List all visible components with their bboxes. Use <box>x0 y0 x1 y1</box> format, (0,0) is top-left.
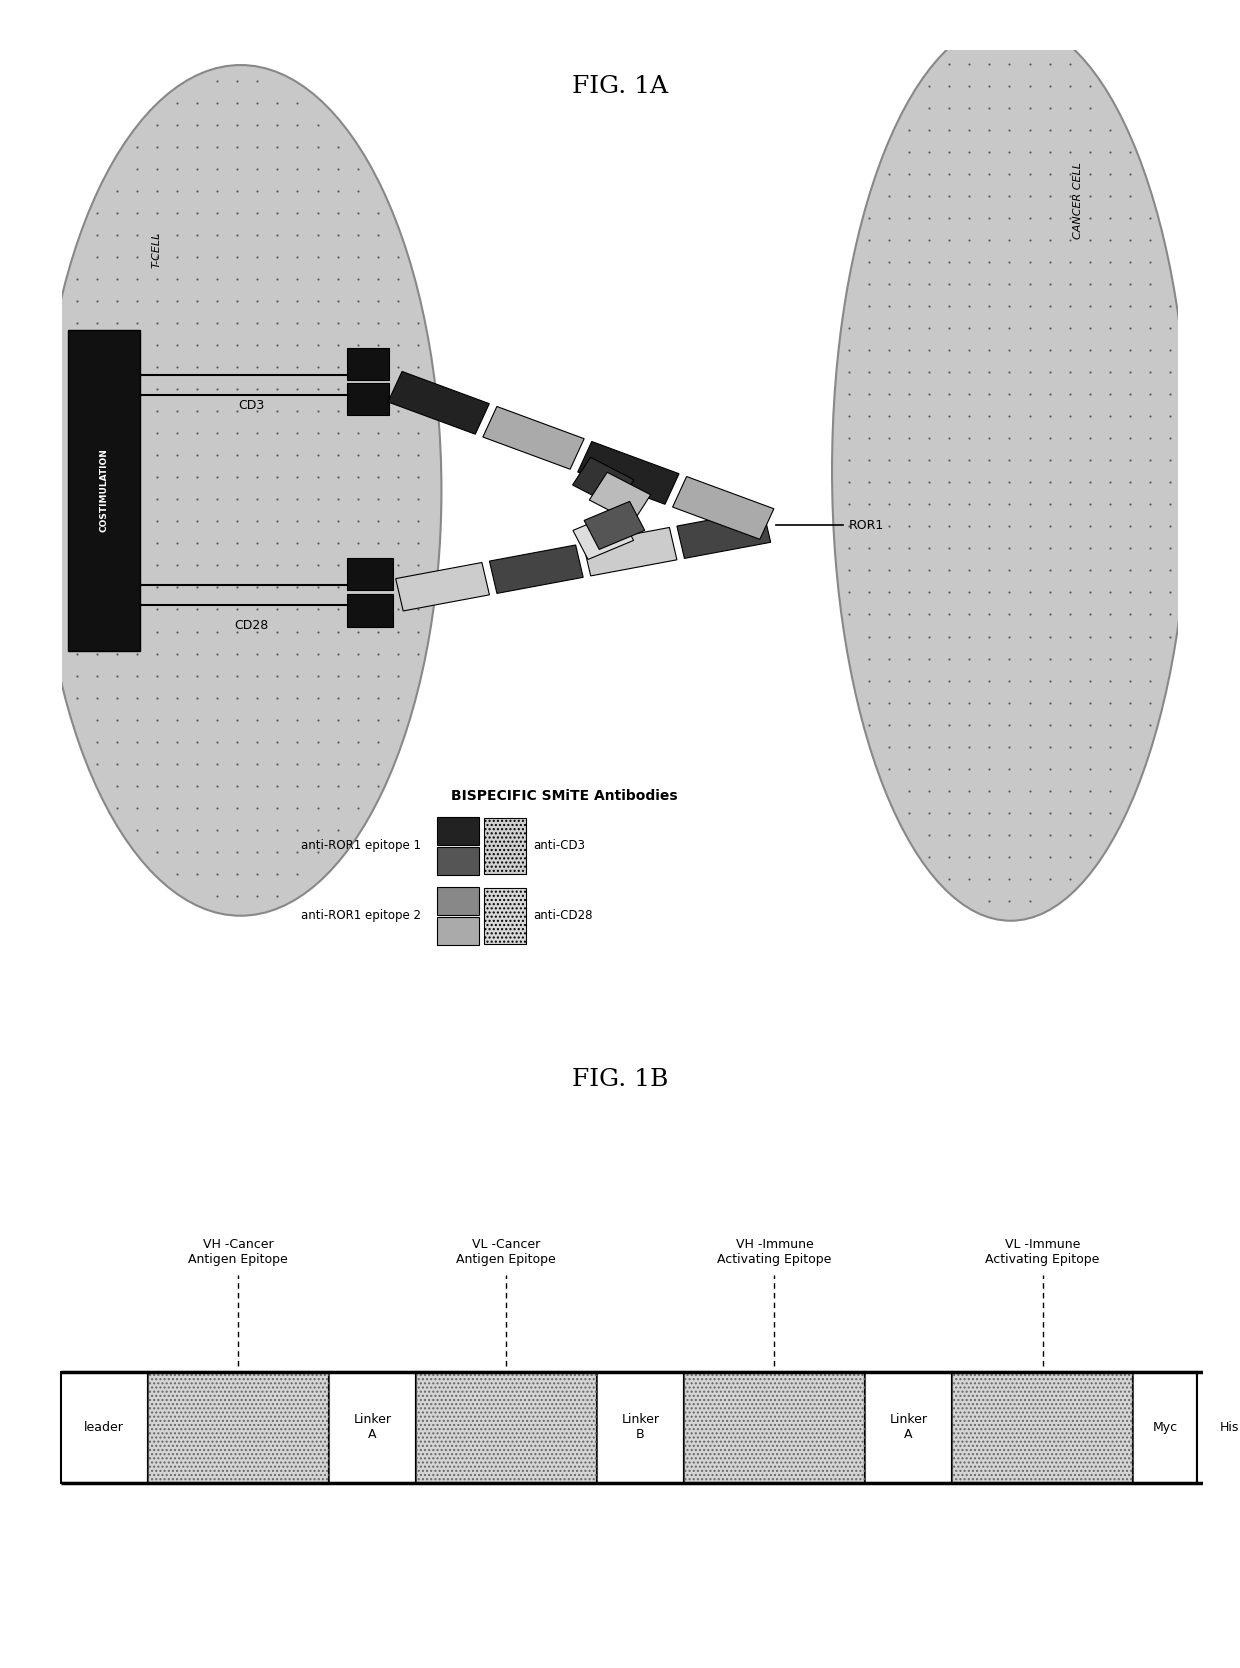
Bar <box>148 1371 329 1483</box>
Polygon shape <box>490 545 583 594</box>
Text: CD3: CD3 <box>238 399 265 412</box>
Text: anti-ROR1 epitope 1: anti-ROR1 epitope 1 <box>301 839 422 852</box>
Bar <box>415 1371 596 1483</box>
Bar <box>952 1371 1133 1483</box>
Bar <box>329 1371 415 1483</box>
Polygon shape <box>583 527 677 575</box>
Text: anti-CD3: anti-CD3 <box>533 839 585 852</box>
Bar <box>952 1371 1133 1483</box>
Text: Linker
B: Linker B <box>621 1413 660 1441</box>
Bar <box>684 1371 864 1483</box>
Ellipse shape <box>40 65 441 916</box>
Text: VH -Immune
Activating Epitope: VH -Immune Activating Epitope <box>717 1238 832 1266</box>
Text: Linker
A: Linker A <box>353 1413 392 1441</box>
Polygon shape <box>436 917 480 944</box>
Polygon shape <box>388 372 490 434</box>
Bar <box>346 384 389 415</box>
Bar <box>596 1371 684 1483</box>
Bar <box>61 1371 148 1483</box>
Bar <box>346 594 393 627</box>
FancyBboxPatch shape <box>484 887 526 944</box>
Bar <box>684 1371 864 1483</box>
Bar <box>415 1371 596 1483</box>
Polygon shape <box>589 472 651 522</box>
Text: CD28: CD28 <box>234 619 269 632</box>
Bar <box>1197 1371 1240 1483</box>
Text: VL -Cancer
Antigen Epitope: VL -Cancer Antigen Epitope <box>456 1238 557 1266</box>
Text: T-CELL: T-CELL <box>151 232 162 269</box>
Text: FIG. 1A: FIG. 1A <box>572 75 668 98</box>
Text: anti-ROR1 epitope 2: anti-ROR1 epitope 2 <box>301 909 422 922</box>
Polygon shape <box>573 457 634 507</box>
Bar <box>346 559 393 590</box>
Polygon shape <box>436 847 480 874</box>
Polygon shape <box>482 407 584 469</box>
Polygon shape <box>396 562 490 610</box>
Polygon shape <box>584 502 645 549</box>
Text: BISPECIFIC SMiTE Antibodies: BISPECIFIC SMiTE Antibodies <box>451 789 677 802</box>
Text: Myc: Myc <box>1152 1421 1178 1434</box>
Text: VL -Immune
Activating Epitope: VL -Immune Activating Epitope <box>986 1238 1100 1266</box>
Text: CANCER CELL: CANCER CELL <box>1073 162 1083 239</box>
Bar <box>1133 1371 1197 1483</box>
Bar <box>67 330 140 651</box>
Polygon shape <box>578 442 680 504</box>
Text: FIG. 1B: FIG. 1B <box>572 1069 668 1091</box>
Polygon shape <box>436 887 480 914</box>
Text: COSTIMULATION: COSTIMULATION <box>99 449 108 532</box>
Bar <box>346 349 389 380</box>
Text: leader: leader <box>84 1421 124 1434</box>
Ellipse shape <box>832 20 1189 921</box>
Text: anti-CD28: anti-CD28 <box>533 909 593 922</box>
Text: His: His <box>1219 1421 1239 1434</box>
Polygon shape <box>672 477 774 539</box>
Text: VH -Cancer
Antigen Epitope: VH -Cancer Antigen Epitope <box>188 1238 288 1266</box>
Polygon shape <box>436 817 480 844</box>
Polygon shape <box>573 512 634 559</box>
Bar <box>148 1371 329 1483</box>
Polygon shape <box>677 510 771 559</box>
FancyBboxPatch shape <box>484 817 526 874</box>
Text: Linker
A: Linker A <box>889 1413 928 1441</box>
Bar <box>864 1371 952 1483</box>
Text: ROR1: ROR1 <box>849 519 884 532</box>
